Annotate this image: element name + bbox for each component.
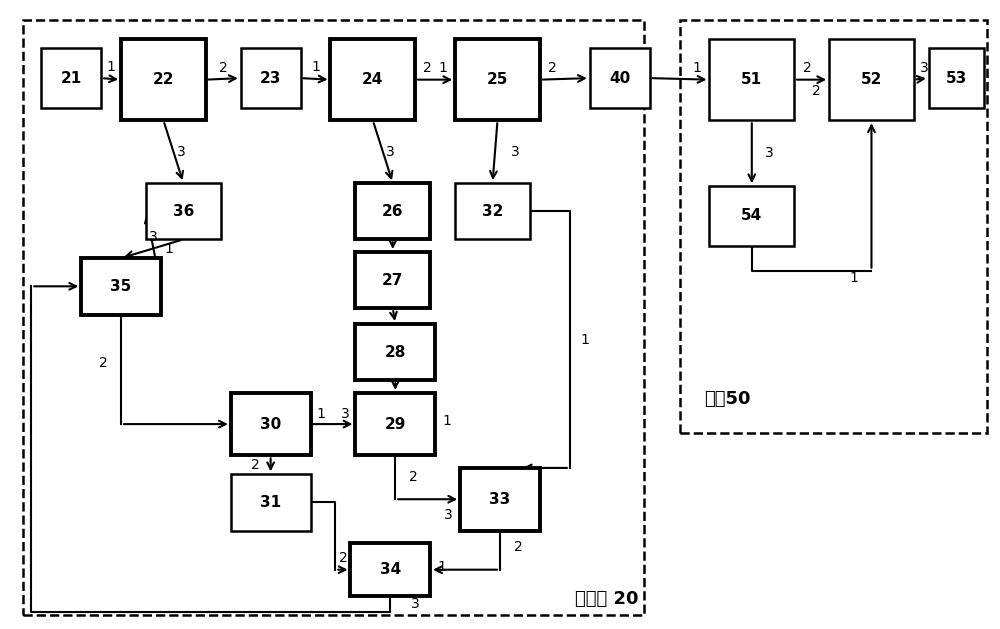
Text: 27: 27 <box>382 272 403 287</box>
Text: 3: 3 <box>411 597 420 611</box>
Text: 基站50: 基站50 <box>704 391 751 408</box>
Bar <box>350 543 430 596</box>
Text: 3: 3 <box>444 508 453 522</box>
Text: 2: 2 <box>548 62 557 75</box>
Text: 30: 30 <box>260 416 281 431</box>
Bar <box>231 474 311 530</box>
Bar <box>355 324 435 381</box>
Bar <box>355 392 435 455</box>
Text: 24: 24 <box>362 72 384 87</box>
Bar <box>709 186 794 245</box>
Bar <box>455 39 540 120</box>
Bar <box>355 252 430 308</box>
Text: 2: 2 <box>99 356 107 370</box>
Text: 1: 1 <box>311 60 320 74</box>
Text: 51: 51 <box>741 72 762 87</box>
Text: 1: 1 <box>580 333 589 347</box>
Text: 3: 3 <box>177 145 186 159</box>
Text: 54: 54 <box>741 208 762 223</box>
Text: 1: 1 <box>439 62 448 75</box>
Bar <box>23 20 644 615</box>
Text: 31: 31 <box>260 495 281 510</box>
Bar <box>81 258 161 314</box>
Text: 2: 2 <box>219 62 228 75</box>
Bar <box>241 48 301 108</box>
Text: 25: 25 <box>487 72 508 87</box>
Text: 2: 2 <box>803 62 812 75</box>
Text: 36: 36 <box>173 204 194 219</box>
Bar <box>231 392 311 455</box>
Bar <box>709 39 794 120</box>
Text: 34: 34 <box>380 562 401 577</box>
Text: 2: 2 <box>812 84 820 98</box>
Text: 3: 3 <box>765 147 774 160</box>
Text: 26: 26 <box>382 204 404 219</box>
Text: 22: 22 <box>153 72 174 87</box>
Bar <box>146 183 221 240</box>
Text: 32: 32 <box>482 204 503 219</box>
Text: 2: 2 <box>409 470 418 484</box>
Text: 3: 3 <box>386 145 395 159</box>
Text: 40: 40 <box>609 70 630 86</box>
Text: 33: 33 <box>489 492 511 507</box>
Text: 1: 1 <box>443 414 452 428</box>
Text: 1: 1 <box>107 60 116 74</box>
Bar <box>680 20 987 433</box>
Bar <box>929 48 984 108</box>
Text: 1: 1 <box>692 62 701 75</box>
Text: 21: 21 <box>61 70 82 86</box>
Text: 2: 2 <box>339 552 347 565</box>
Bar <box>590 48 650 108</box>
Text: 1: 1 <box>849 271 858 285</box>
Text: 23: 23 <box>260 70 281 86</box>
Bar <box>460 468 540 530</box>
Bar <box>829 39 914 120</box>
Bar <box>121 39 206 120</box>
Text: 52: 52 <box>861 72 882 87</box>
Bar <box>355 183 430 240</box>
Text: 3: 3 <box>919 62 928 75</box>
Text: 1: 1 <box>164 242 173 256</box>
Bar <box>41 48 101 108</box>
Text: 53: 53 <box>946 70 967 86</box>
Text: 1: 1 <box>438 560 447 574</box>
Text: 3: 3 <box>149 230 158 245</box>
Text: 29: 29 <box>385 416 406 431</box>
Text: 35: 35 <box>110 279 132 294</box>
Text: 中心站 20: 中心站 20 <box>575 589 639 608</box>
Bar <box>330 39 415 120</box>
Text: 2: 2 <box>423 62 432 75</box>
Text: 2: 2 <box>251 458 260 472</box>
Text: 2: 2 <box>514 540 522 554</box>
Text: 3: 3 <box>341 407 350 421</box>
Bar <box>455 183 530 240</box>
Text: 1: 1 <box>316 407 325 421</box>
Text: 3: 3 <box>511 145 520 159</box>
Text: 28: 28 <box>385 345 406 360</box>
